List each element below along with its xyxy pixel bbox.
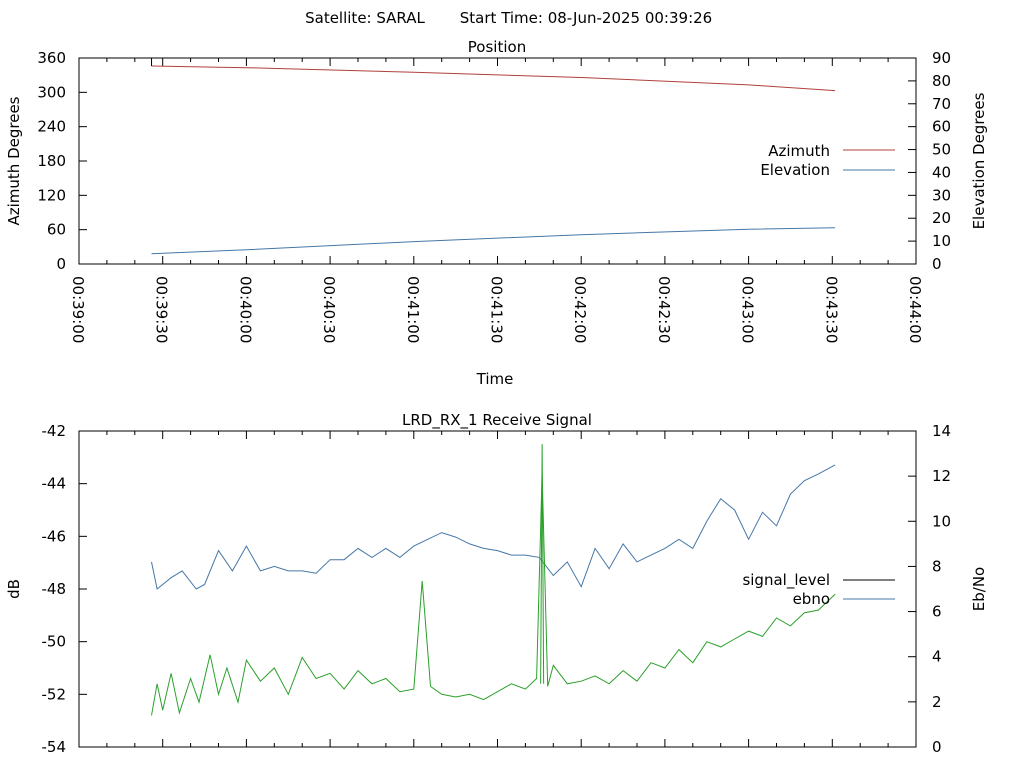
right-axis-tick-label: 20 (932, 209, 951, 227)
right-axis-tick-label: 8 (932, 557, 942, 575)
left-axis-tick-label: -48 (42, 580, 67, 598)
right-axis-tick-label: 2 (932, 693, 942, 711)
elevation-axis-label: Elevation Degrees (970, 92, 988, 229)
x-axis-tick-label: 00:43:00 (739, 276, 757, 343)
left-axis-tick-label: 180 (37, 152, 66, 170)
left-axis-tick-label: 60 (47, 221, 66, 239)
x-axis-tick-label: 00:39:30 (153, 276, 171, 343)
x-axis-tick-label: 00:39:00 (69, 276, 87, 343)
satellite-label: Satellite: SARAL (305, 9, 425, 27)
right-axis-tick-label: 14 (932, 422, 951, 440)
left-axis-tick-label: -54 (42, 738, 67, 756)
right-axis-tick-label: 80 (932, 72, 951, 90)
left-axis-tick-label: 0 (56, 255, 66, 273)
legend-signal-level-label: signal_level (742, 571, 830, 590)
x-axis-tick-label: 00:42:00 (571, 276, 589, 343)
right-axis-tick-label: 4 (932, 648, 942, 666)
x-axis-tick-label: 00:43:30 (822, 276, 840, 343)
right-axis-tick-label: 0 (932, 255, 942, 273)
x-axis-tick-label: 00:42:30 (655, 276, 673, 343)
right-axis-tick-label: 10 (932, 232, 951, 250)
legend-elevation-label: Elevation (760, 161, 830, 179)
right-axis-tick-label: 10 (932, 512, 951, 530)
receive-signal-legend: signal_level ebno (742, 571, 895, 608)
signal-level-spike (540, 444, 545, 684)
right-axis-tick-label: 60 (932, 118, 951, 136)
left-axis-tick-label: 120 (37, 186, 66, 204)
right-axis-tick-label: 50 (932, 141, 951, 159)
time-axis-label: Time (476, 370, 514, 388)
db-axis-label: dB (5, 579, 23, 599)
left-axis-tick-label: 300 (37, 83, 66, 101)
left-axis-tick-label: -46 (42, 527, 67, 545)
x-axis-tick-label: 00:44:00 (906, 276, 924, 343)
left-axis-tick-label: -50 (42, 633, 67, 651)
ebno-axis-label: Eb/No (970, 567, 988, 611)
left-axis-tick-label: 360 (37, 49, 66, 67)
receive-signal-chart-title: LRD_RX_1 Receive Signal (402, 411, 592, 430)
left-axis-tick-label: -42 (42, 422, 67, 440)
right-axis-tick-label: 70 (932, 95, 951, 113)
position-chart: Position Azimuth Degrees Elevation Degre… (5, 38, 988, 388)
series-Elevation-line (151, 227, 836, 255)
series-ebno-line (151, 464, 836, 590)
azimuth-axis-label: Azimuth Degrees (5, 96, 23, 225)
x-axis-tick-label: 00:41:30 (488, 276, 506, 343)
left-axis-tick-label: 240 (37, 118, 66, 136)
right-axis-tick-label: 0 (932, 738, 942, 756)
series-signal-level-line (151, 473, 836, 716)
right-axis-tick-label: 90 (932, 49, 951, 67)
position-legend: Azimuth Elevation (760, 142, 895, 179)
x-axis-tick-label: 00:41:00 (404, 276, 422, 343)
legend-ebno-label: ebno (793, 590, 830, 608)
right-axis-tick-label: 40 (932, 163, 951, 181)
right-axis-tick-label: 6 (932, 603, 942, 621)
x-axis-tick-label: 00:40:00 (236, 276, 254, 343)
series-Azimuth-line (151, 65, 836, 92)
position-chart-title: Position (468, 38, 526, 56)
left-axis-tick-label: -52 (42, 685, 67, 703)
start-time-label: Start Time: 08-Jun-2025 00:39:26 (460, 9, 712, 27)
x-axis-tick-label: 00:40:30 (320, 276, 338, 343)
left-axis-tick-label: -44 (42, 475, 67, 493)
receive-plot-frame (78, 430, 917, 748)
receive-signal-chart: LRD_RX_1 Receive Signal dB Eb/No -54 -52 -… (5, 411, 988, 756)
legend-azimuth-label: Azimuth (768, 142, 830, 160)
right-axis-tick-label: 30 (932, 186, 951, 204)
right-axis-tick-label: 12 (932, 467, 951, 485)
